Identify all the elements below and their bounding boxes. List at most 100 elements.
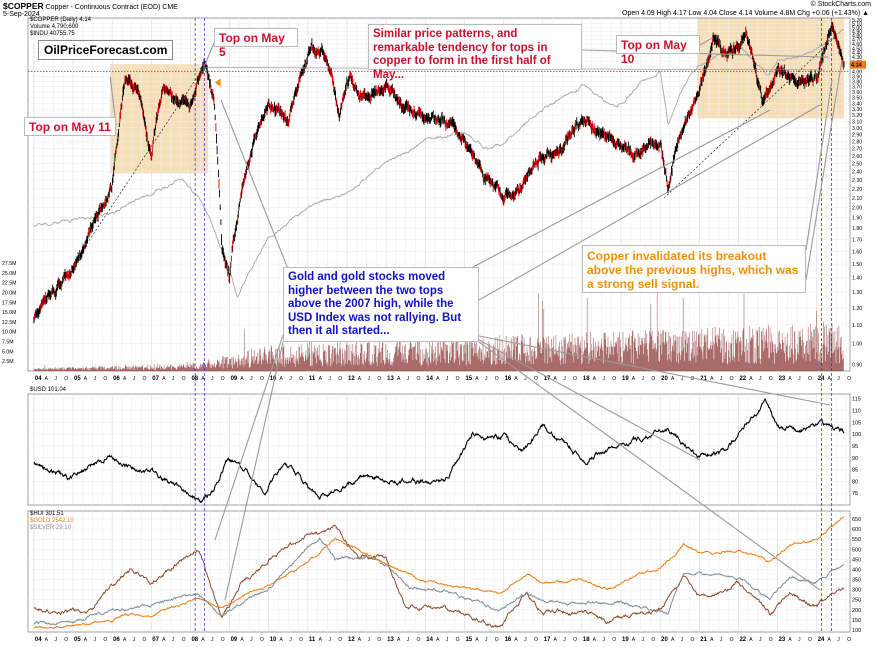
- x-tick-label: O: [377, 376, 381, 382]
- legend-hui: $HUI 301.51: [30, 511, 64, 517]
- annotation-pointer: [109, 76, 117, 126]
- x-tick-label: A: [201, 376, 205, 382]
- x-tick-label: 12: [348, 376, 355, 382]
- x-tick-label: 18: [583, 637, 590, 643]
- x-tick-label: O: [64, 376, 68, 382]
- x-tick-label: A: [397, 376, 401, 382]
- volume-tick-label: 15.0M: [2, 310, 16, 316]
- x-tick-label: O: [808, 376, 812, 382]
- x-tick-label: 16: [505, 376, 512, 382]
- price-tick-label: 2.90: [852, 133, 862, 139]
- x-tick-label: J: [720, 637, 723, 643]
- annotation-pointer: [203, 42, 215, 67]
- price-tick-label: 3.00: [852, 126, 862, 132]
- legend-silver: $SILVER 29.10: [30, 525, 71, 531]
- x-tick-label: A: [671, 376, 675, 382]
- volume-tick-label: 25.0M: [2, 271, 16, 277]
- price-tick-label: 3.20: [852, 113, 862, 119]
- metals-tick-label: 300: [852, 588, 861, 594]
- price-tick-label: 1.10: [852, 323, 862, 329]
- price-tick-label: 1.20: [852, 306, 862, 312]
- price-tick-label: 4.00: [852, 69, 862, 75]
- x-tick-label: J: [681, 376, 684, 382]
- x-tick-label: O: [299, 637, 303, 643]
- annotation-pointer: [805, 59, 843, 281]
- x-tick-label: J: [250, 376, 253, 382]
- price-tick-label: 3.90: [852, 74, 862, 80]
- annotation-pointer: [478, 339, 701, 461]
- x-tick-label: O: [103, 637, 107, 643]
- x-tick-label: O: [143, 376, 147, 382]
- x-tick-label: 20: [661, 376, 668, 382]
- x-tick-label: A: [319, 637, 323, 643]
- x-tick-label: 05: [74, 376, 81, 382]
- price-tick-label: 1.30: [852, 290, 862, 296]
- price-tick-label: 5.10: [852, 22, 862, 28]
- x-tick-label: O: [221, 376, 225, 382]
- x-tick-label: O: [260, 376, 264, 382]
- x-tick-label: J: [54, 637, 57, 643]
- price-tick-label: 3.70: [852, 85, 862, 91]
- price-tick-label: 1.00: [852, 342, 862, 348]
- x-tick-label: A: [788, 376, 792, 382]
- x-tick-label: O: [691, 376, 695, 382]
- volume-tick-label: 12.5M: [2, 320, 16, 326]
- x-tick-label: 10: [270, 376, 277, 382]
- price-legend: $COPPER (Daily) 4.14 Volume 4,790,600 $I…: [30, 17, 91, 38]
- metals-tick-label: 350: [852, 578, 861, 584]
- usd-tick-label: 110: [852, 409, 861, 415]
- x-tick-label: 19: [622, 376, 629, 382]
- metals-tick-label: 100: [852, 628, 861, 634]
- price-tick-label: 2.10: [852, 196, 862, 202]
- x-tick-label: A: [240, 376, 244, 382]
- x-tick-label: O: [651, 637, 655, 643]
- x-tick-label: O: [847, 637, 851, 643]
- metals-tick-label: 400: [852, 567, 861, 573]
- x-tick-label: J: [328, 637, 331, 643]
- price-tick-label: 4.30: [852, 55, 862, 61]
- x-tick-label: O: [143, 637, 147, 643]
- x-tick-label: O: [651, 376, 655, 382]
- x-tick-label: O: [730, 637, 734, 643]
- x-tick-label: J: [720, 376, 723, 382]
- price-tick-label: 5.00: [852, 26, 862, 32]
- volume-tick-label: 7.5M: [2, 340, 14, 346]
- x-tick-label: 06: [113, 637, 120, 643]
- x-tick-label: A: [554, 376, 558, 382]
- x-tick-label: A: [240, 637, 244, 643]
- usd-tick-label: 105: [852, 420, 861, 426]
- x-tick-label: 11: [309, 637, 316, 643]
- x-tick-label: 24: [818, 637, 825, 643]
- price-tick-label: 3.80: [852, 79, 862, 85]
- x-tick-label: J: [681, 637, 684, 643]
- metals-tick-label: 450: [852, 557, 861, 563]
- x-tick-label: J: [54, 376, 57, 382]
- price-tick-label: 0.90: [852, 362, 862, 368]
- x-tick-label: J: [94, 376, 97, 382]
- gold-line: [33, 516, 845, 630]
- x-tick-label: A: [710, 376, 714, 382]
- x-tick-label: A: [788, 637, 792, 643]
- usd-tick-label: 85: [852, 468, 858, 474]
- x-tick-label: A: [45, 637, 49, 643]
- usd-line: [33, 398, 845, 504]
- price-tick-label: 2.80: [852, 139, 862, 145]
- x-tick-label: A: [358, 376, 362, 382]
- x-tick-label: J: [133, 637, 136, 643]
- price-tick-label: 3.60: [852, 90, 862, 96]
- note-similar-patterns: Similar price patterns, and remarkable t…: [368, 24, 582, 81]
- x-tick-label: 16: [505, 637, 512, 643]
- metals-legend: $HUI 301.51 $GOLD 2542.10 $SILVER 29.10: [30, 511, 74, 532]
- x-tick-label: 05: [74, 637, 81, 643]
- x-tick-label: A: [123, 637, 127, 643]
- x-tick-label: J: [289, 376, 292, 382]
- x-tick-label: J: [798, 637, 801, 643]
- price-tick-label: 4.60: [852, 42, 862, 48]
- price-tick-label: 3.50: [852, 96, 862, 102]
- metals-tick-label: 500: [852, 547, 861, 553]
- price-tick-label: 2.30: [852, 178, 862, 184]
- x-tick-label: O: [769, 376, 773, 382]
- x-tick-label: 14: [426, 376, 433, 382]
- x-tick-label: J: [759, 637, 762, 643]
